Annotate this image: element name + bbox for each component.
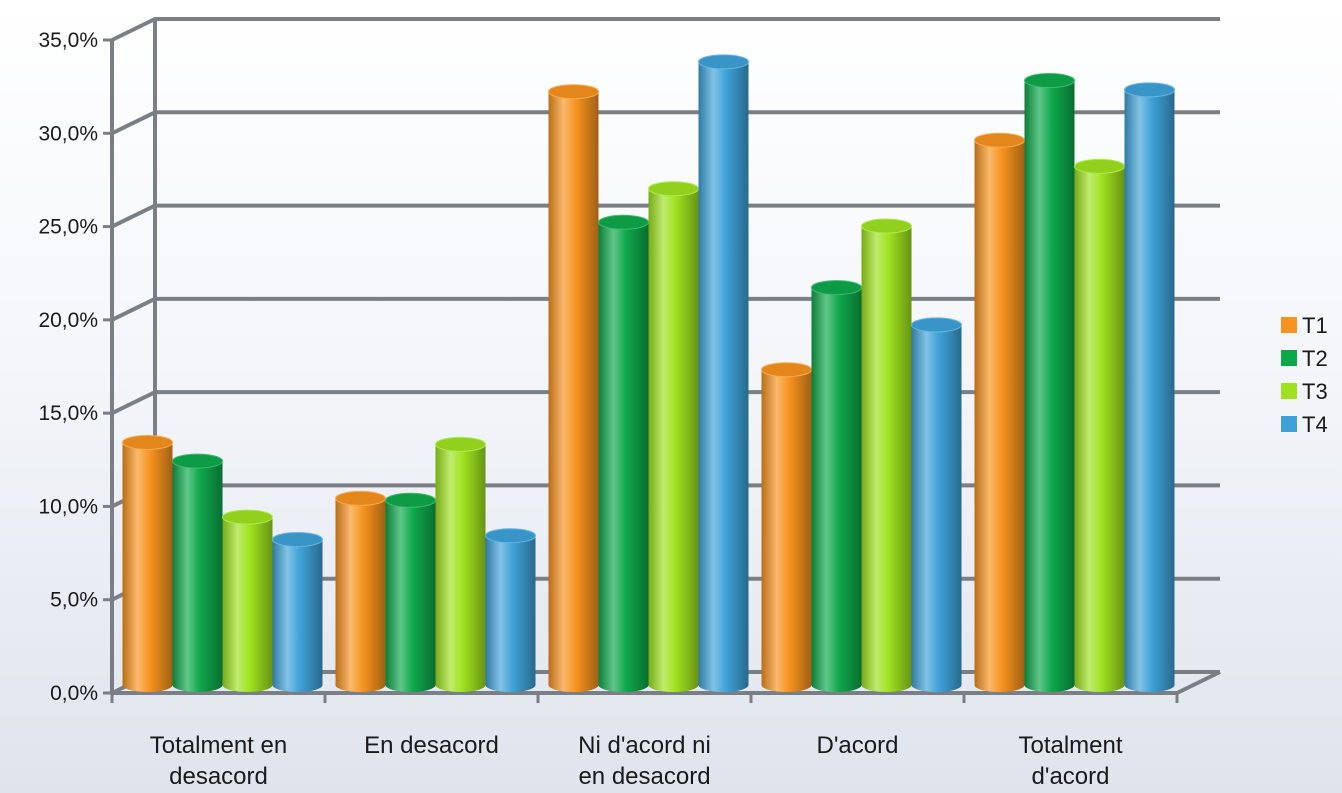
gridline <box>111 110 1220 136</box>
x-category-label: En desacord <box>364 732 499 759</box>
gridline <box>111 203 1220 229</box>
bar-top <box>1074 158 1125 174</box>
bar-top <box>811 280 862 296</box>
bar-top <box>272 531 323 547</box>
bar-t4-cat-2 <box>485 528 536 692</box>
bar-t1-cat-4 <box>761 362 812 692</box>
bar-top <box>648 181 699 197</box>
bar-top <box>598 214 649 230</box>
bar-body <box>435 444 486 692</box>
bar-t1-cat-5 <box>974 132 1025 692</box>
bar-top <box>974 132 1025 148</box>
legend-label-t3: T3 <box>1302 379 1328 404</box>
bar-t3-cat-1 <box>222 509 273 692</box>
bar-top <box>222 509 273 525</box>
bar-body <box>485 535 536 692</box>
bar-top <box>911 317 962 333</box>
legend-label-t2: T2 <box>1302 346 1328 371</box>
bar-body <box>548 91 599 692</box>
legend-swatch-t2 <box>1281 350 1297 366</box>
y-tick-label: 15,0% <box>38 402 98 425</box>
bar-body <box>911 324 962 692</box>
bar-body <box>172 461 223 692</box>
bar-top <box>385 492 436 508</box>
y-tick-label: 10,0% <box>38 495 98 518</box>
y-tick-label: 0,0% <box>50 682 98 705</box>
bar-top <box>861 218 912 234</box>
bar-body <box>761 369 812 692</box>
legend-label-t1: T1 <box>1302 313 1328 338</box>
bar-t2-cat-1 <box>172 453 223 692</box>
bar-top <box>122 434 173 450</box>
y-tick-label: 25,0% <box>38 216 98 239</box>
x-axis-category-labels: Totalment en desacord En desacord Ni d'acor… <box>150 732 1123 790</box>
bar-body <box>1074 166 1125 693</box>
bar-body <box>385 500 436 692</box>
bar-t2-cat-5 <box>1024 73 1075 693</box>
bar-top <box>548 84 599 100</box>
legend-swatch-t4 <box>1281 416 1297 432</box>
bar-body <box>222 517 273 692</box>
bar-t1-cat-3 <box>548 84 599 692</box>
bar-body <box>1124 89 1175 692</box>
legend-swatch-t3 <box>1281 383 1297 399</box>
bar-t2-cat-4 <box>811 280 862 692</box>
bar-t3-cat-4 <box>861 218 912 692</box>
bar-body <box>335 498 386 692</box>
bar-top <box>172 453 223 469</box>
gridline <box>111 17 1220 42</box>
bar-top <box>1024 73 1075 89</box>
bar-body <box>648 188 699 692</box>
bar-body <box>598 222 649 692</box>
bar-top <box>1124 82 1175 98</box>
bar-top <box>698 54 749 70</box>
y-tick-label: 5,0% <box>50 589 98 612</box>
y-tick-label: 35,0% <box>38 29 98 52</box>
x-category-label: Totalment d'acord <box>1018 732 1122 790</box>
y-tick-label: 20,0% <box>38 309 98 332</box>
bar-body <box>861 226 912 692</box>
legend: T1 T2 T3 T4 <box>1281 313 1328 437</box>
x-category-label: Totalment en desacord <box>150 732 287 790</box>
legend-swatch-t1 <box>1281 317 1297 333</box>
x-category-label: Ni d'acord ni en desacord <box>578 732 711 790</box>
bar-t1-cat-2 <box>335 490 386 692</box>
bar-t4-cat-1 <box>272 531 323 692</box>
bar-t3-cat-3 <box>648 181 699 692</box>
bar-top <box>335 490 386 506</box>
bar-top <box>485 528 536 544</box>
bar-body <box>122 442 173 692</box>
bar-t4-cat-5 <box>1124 82 1175 692</box>
y-tick-label: 30,0% <box>38 122 98 145</box>
y-axis-tick-labels: 0,0% 5,0% 10,0% 15,0% 20,0% 25,0% 30,0% 35,0% <box>38 29 98 705</box>
bar-top <box>435 436 486 452</box>
bar-body <box>272 539 323 692</box>
bar-t4-cat-4 <box>911 317 962 692</box>
bar-t3-cat-2 <box>435 436 486 692</box>
legend-label-t4: T4 <box>1302 412 1328 437</box>
bar-t2-cat-2 <box>385 492 436 692</box>
x-category-label: D'acord <box>817 732 899 759</box>
bars <box>122 54 1175 693</box>
bar-body <box>811 287 862 692</box>
bar-body <box>698 61 749 692</box>
bar-t3-cat-5 <box>1074 158 1125 693</box>
floor-right-edge <box>1176 670 1221 695</box>
bar-t1-cat-1 <box>122 434 173 692</box>
bar-t2-cat-3 <box>598 214 649 692</box>
bar-body <box>974 140 1025 692</box>
bar-top <box>761 362 812 378</box>
bar-body <box>1024 80 1075 693</box>
bar-t4-cat-3 <box>698 54 749 692</box>
